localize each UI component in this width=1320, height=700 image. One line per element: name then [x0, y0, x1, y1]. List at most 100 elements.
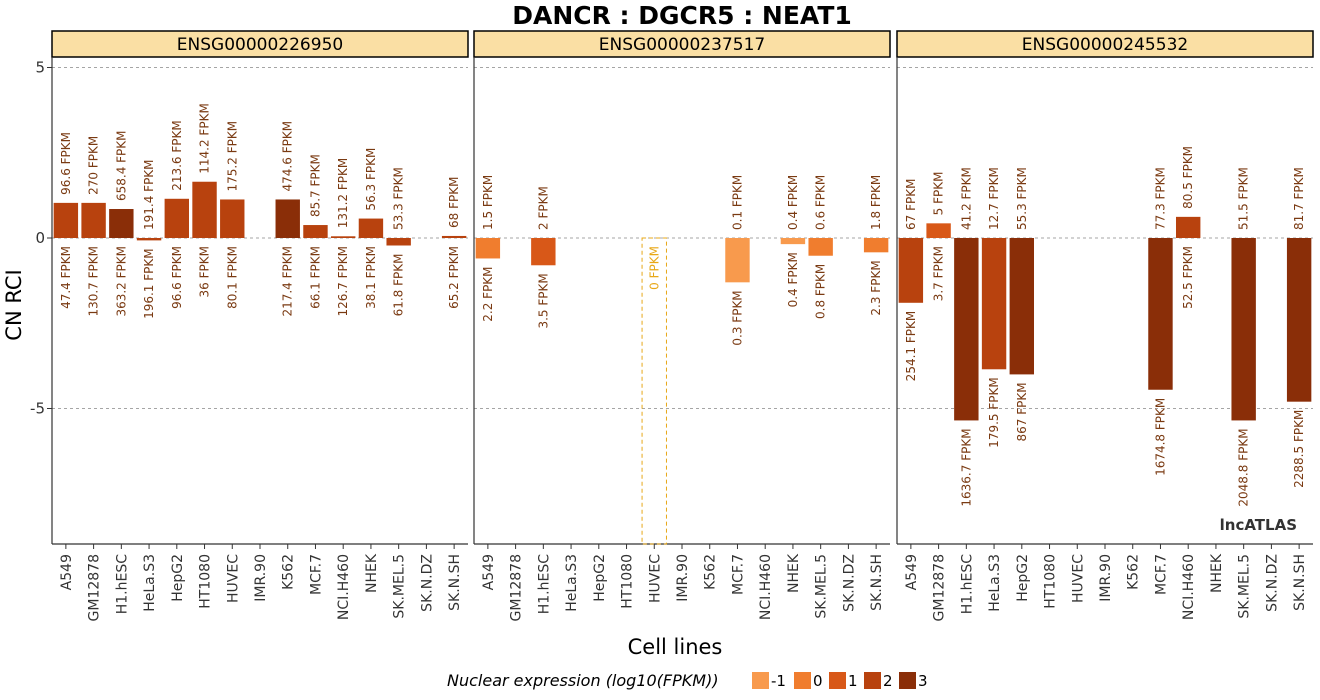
nuc-expression-label: 254.1 FPKM [904, 311, 918, 382]
x-tick-label: NCI.H460 [758, 554, 774, 620]
bar [303, 225, 328, 238]
bar [220, 199, 245, 238]
nuc-expression-label: 1674.8 FPKM [1153, 398, 1167, 476]
x-tick-label: HUVEC [647, 554, 663, 603]
nuc-expression-label: 0 FPKM [647, 246, 661, 290]
nuc-expression-label: 3.5 FPKM [536, 273, 550, 328]
x-tick-label: NCI.H460 [336, 554, 352, 620]
nuc-expression-label: 61.8 FPKM [392, 254, 406, 317]
cyto-expression-label: 80.5 FPKM [1181, 146, 1195, 209]
cyto-expression-label: 68 FPKM [447, 177, 461, 228]
x-tick-label: MCF.7 [308, 554, 324, 595]
x-tick-label: NCI.H460 [1181, 554, 1197, 620]
bar [1286, 238, 1312, 402]
x-tick-label: A549 [59, 554, 75, 590]
nuc-expression-label: 196.1 FPKM [142, 248, 156, 319]
x-tick-label: SK.MEL.5 [814, 554, 830, 619]
facet-strip-label: ENSG00000237517 [599, 35, 765, 55]
nuc-expression-label: 3.7 FPKM [932, 246, 946, 301]
facet-strip-label: ENSG00000245532 [1022, 35, 1188, 55]
legend-label: -1 [771, 672, 786, 690]
bar [386, 238, 411, 246]
nuc-expression-label: 96.6 FPKM [170, 246, 184, 309]
facet-strip [51, 30, 469, 58]
cyto-expression-label: 2 FPKM [536, 186, 550, 230]
facet-strip [896, 30, 1314, 58]
bar [330, 236, 356, 238]
cyto-expression-label: 77.3 FPKM [1153, 167, 1167, 230]
x-tick-label: SK.MEL.5 [392, 554, 408, 619]
bar [53, 202, 79, 238]
nuc-expression-label: 47.4 FPKM [59, 246, 73, 309]
legend-swatch [899, 672, 916, 689]
x-axis-title: Cell lines [628, 635, 723, 659]
nuc-expression-label: 66.1 FPKM [308, 246, 322, 309]
x-tick-label: NHEK [364, 553, 380, 593]
cyto-expression-label: 270 FPKM [87, 136, 101, 195]
bar [1148, 238, 1173, 390]
x-tick-label: IMR.90 [1098, 554, 1114, 602]
facet-panel: ENSG00000245532 A549 67 FPKM 254.1 FPKM GM12… [896, 30, 1314, 621]
cyto-expression-label: 213.6 FPKM [170, 120, 184, 191]
nuc-expression-label: 52.5 FPKM [1181, 246, 1195, 309]
bar [358, 218, 384, 238]
legend-swatch [864, 672, 881, 689]
cyto-expression-label: 53.3 FPKM [392, 167, 406, 230]
watermark: lncATLAS [1220, 516, 1297, 534]
x-tick-label: K562 [1126, 554, 1142, 590]
x-tick-label: A549 [904, 554, 920, 590]
x-tick-label: MCF.7 [1153, 554, 1169, 595]
nuc-expression-label: 126.7 FPKM [336, 246, 350, 317]
bar [725, 238, 750, 283]
x-tick-label: HT1080 [1043, 554, 1059, 609]
cyto-expression-label: 5 FPKM [932, 172, 946, 216]
legend-swatch [829, 672, 846, 689]
legend-title: Nuclear expression (log10(FPKM)) [447, 671, 719, 690]
legend-swatch [752, 672, 769, 689]
nuc-expression-label: 1636.7 FPKM [959, 428, 973, 506]
facet-panel: ENSG00000226950 A549 96.6 FPKM 47.4 FPKM GM1… [51, 30, 469, 621]
bar [441, 235, 467, 238]
bar-zero [641, 237, 667, 545]
bar [780, 238, 806, 245]
x-tick-label: H1.hESC [959, 554, 975, 614]
bar [475, 238, 501, 259]
nuc-expression-label: 80.1 FPKM [225, 246, 239, 309]
nuc-expression-label: 38.1 FPKM [364, 246, 378, 309]
nuc-expression-label: 179.5 FPKM [987, 377, 1001, 448]
facet-strip-label: ENSG00000226950 [177, 35, 343, 55]
bar [275, 199, 300, 238]
bar [898, 238, 924, 303]
cyto-expression-label: 0.4 FPKM [786, 175, 800, 230]
bar [1009, 238, 1035, 375]
cyto-expression-label: 131.2 FPKM [336, 158, 350, 229]
nuc-expression-label: 130.7 FPKM [87, 246, 101, 317]
cyto-expression-label: 12.7 FPKM [987, 167, 1001, 230]
cyto-expression-label: 67 FPKM [904, 179, 918, 230]
chart-title: DANCR : DGCR5 : NEAT1 [512, 1, 852, 30]
y-tick-label: -5 [30, 400, 45, 418]
x-tick-label: HUVEC [225, 554, 241, 603]
x-tick-label: HeLa.S3 [987, 554, 1003, 612]
x-tick-label: SK.MEL.5 [1237, 554, 1253, 619]
bar [808, 238, 833, 256]
cyto-expression-label: 175.2 FPKM [225, 121, 239, 192]
nuc-expression-label: 2.3 FPKM [869, 260, 883, 315]
cyto-expression-label: 1.5 FPKM [481, 175, 495, 230]
nuc-expression-label: 2.2 FPKM [481, 266, 495, 321]
nuc-expression-label: 363.2 FPKM [114, 246, 128, 317]
bar [1175, 216, 1201, 238]
cyto-expression-label: 41.2 FPKM [959, 167, 973, 230]
y-tick-label: 0 [35, 229, 45, 247]
bar [926, 223, 951, 238]
x-tick-label: H1.hESC [536, 554, 552, 614]
x-tick-label: K562 [703, 554, 719, 590]
x-tick-label: GM12878 [509, 554, 525, 621]
y-tick-label: 5 [35, 59, 45, 77]
cyto-expression-label: 0.6 FPKM [814, 175, 828, 230]
bar [192, 181, 217, 238]
cyto-expression-label: 81.7 FPKM [1292, 167, 1306, 230]
nuc-expression-label: 867 FPKM [1015, 382, 1029, 441]
bar [981, 238, 1007, 370]
